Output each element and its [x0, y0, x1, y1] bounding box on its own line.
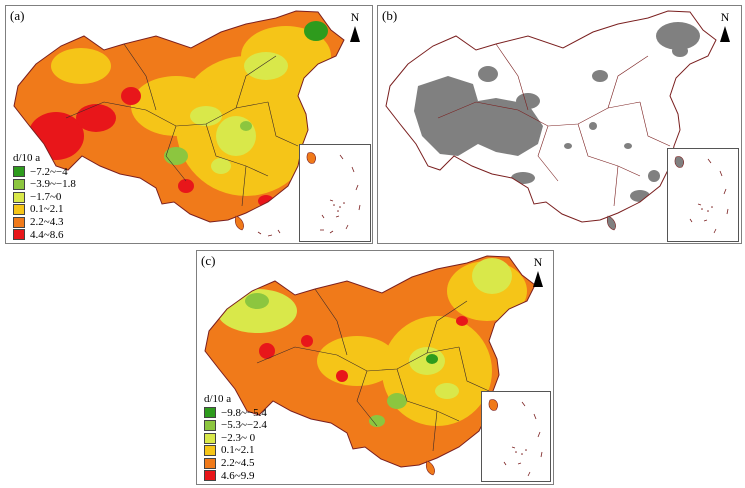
panel-c: (c) N d/10 a −9.8~−5.4 −5.3~−2.4 −2.3~ 0… [196, 250, 554, 485]
south-china-sea-inset [667, 148, 739, 242]
panel-b: (b) N [377, 5, 742, 244]
legend-entry-label: 2.2~4.5 [221, 456, 255, 469]
legend-entry-label: 2.2~4.3 [30, 215, 64, 228]
legend-entry: 2.2~4.5 [204, 457, 267, 470]
legend-entry-label: 4.4~8.6 [30, 228, 64, 241]
legend-entry-label: 0.1~2.1 [30, 203, 64, 216]
north-label: N [350, 10, 360, 24]
legend-entry: 0.1~2.1 [204, 444, 267, 457]
legend-entry-label: −5.3~−2.4 [221, 419, 267, 432]
legend-entry: −3.9~−1.8 [13, 178, 76, 191]
legend-entry-label: −1.7~0 [30, 190, 62, 203]
south-china-sea-inset [299, 144, 371, 242]
north-arrow-icon: N [348, 10, 362, 42]
legend-entry: −2.3~ 0 [204, 432, 267, 445]
south-china-sea-inset [481, 391, 551, 482]
legend-entry: −5.3~−2.4 [204, 419, 267, 432]
north-label: N [533, 255, 543, 269]
legend-entry-label: −7.2~−4 [30, 165, 68, 178]
legend-entry-label: −9.8~−5.4 [221, 406, 267, 419]
legend-panel-c: d/10 a −9.8~−5.4 −5.3~−2.4 −2.3~ 0 0.1~2… [204, 393, 267, 482]
legend-entry-label: −2.3~ 0 [221, 431, 256, 444]
map-panel-a [13, 10, 345, 237]
north-arrow-icon: N [718, 10, 732, 42]
map-panel-c [204, 255, 536, 476]
north-label: N [720, 10, 730, 24]
legend-panel-a: d/10 a −7.2~−4 −3.9~−1.8 −1.7~0 0.1~2.1 … [13, 152, 76, 241]
panel-a: (a) N d/10 a −7.2~−4 −3.9~−1.8 −1.7~0 0.… [5, 5, 373, 244]
panel-b-label: (b) [382, 8, 398, 23]
legend-unit: d/10 a [204, 393, 232, 405]
panel-c-label: (c) [201, 253, 216, 268]
legend-entry: 2.2~4.3 [13, 216, 76, 229]
panel-a-label: (a) [10, 8, 25, 23]
legend-entry: −1.7~0 [13, 191, 76, 204]
legend-entry: −9.8~−5.4 [204, 407, 267, 420]
legend-entry: −7.2~−4 [13, 166, 76, 179]
legend-entry-label: 4.6~9.9 [221, 469, 255, 482]
map-panel-b [385, 10, 717, 231]
legend-entry-label: −3.9~−1.8 [30, 178, 76, 191]
legend-unit: d/10 a [13, 152, 41, 164]
legend-entry: 0.1~2.1 [13, 203, 76, 216]
legend-entry: 4.4~8.6 [13, 229, 76, 242]
legend-entry: 4.6~9.9 [204, 470, 267, 483]
north-arrow-icon: N [531, 255, 545, 287]
legend-entry-label: 0.1~2.1 [221, 444, 255, 457]
